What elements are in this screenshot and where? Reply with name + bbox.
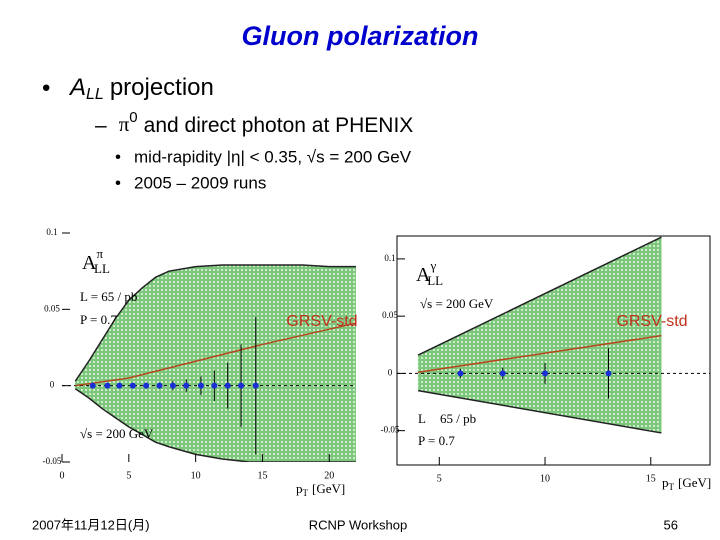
data-point xyxy=(238,382,245,389)
plot-frame xyxy=(396,235,711,466)
band-lower xyxy=(74,388,356,462)
theory-curve xyxy=(418,334,662,373)
sub-sub-bullet: mid-rapidity |η| < 0.35, √s = 200 GeV xyxy=(134,147,412,166)
data-point xyxy=(116,382,123,389)
data-point xyxy=(605,370,612,377)
bullet-marker: • xyxy=(115,147,121,166)
x-axis-label: pT [GeV] xyxy=(296,481,345,498)
band-lower xyxy=(418,389,662,434)
data-point xyxy=(252,382,259,389)
superscript: 0 xyxy=(129,109,137,126)
bullet-text: ALL projection xyxy=(68,74,214,103)
y-tick-label: 0.05 xyxy=(382,310,398,320)
data-point xyxy=(156,382,163,389)
y-axis-label: Aγ LL xyxy=(416,258,443,288)
data-point xyxy=(499,370,506,377)
uncertainty-band xyxy=(417,236,662,434)
subscript: T xyxy=(303,488,309,498)
annotation: P = 0.7 xyxy=(80,312,117,327)
footer-date: 2007年11月12日(月) xyxy=(32,517,150,532)
data-point xyxy=(224,382,231,389)
x-axis-label: pT [GeV] xyxy=(662,475,711,492)
x-tick-label: 20 xyxy=(324,470,334,481)
band-upper xyxy=(417,236,662,356)
annotation: √s = 200 GeV xyxy=(80,426,154,441)
text: projection xyxy=(110,74,214,101)
dash: – xyxy=(95,114,107,137)
x-tick-label: 10 xyxy=(191,470,201,481)
y-tick-label: -0.05 xyxy=(43,456,62,466)
page-number: 56 xyxy=(664,517,678,532)
x-tick-label: 15 xyxy=(646,473,656,484)
data-point xyxy=(197,382,204,389)
bullet-marker: • xyxy=(42,74,50,101)
x-tick-label: 15 xyxy=(257,470,267,481)
curve-label: GRSV-std xyxy=(286,313,357,330)
y-tick-label: 0 xyxy=(50,380,55,390)
x-tick-label: 0 xyxy=(60,470,65,481)
text: and direct photon at PHENIX xyxy=(144,114,414,137)
sub-sub-bullet: 2005 – 2009 runs xyxy=(134,173,266,192)
symbol: π xyxy=(119,112,130,136)
symbol: p xyxy=(296,481,303,496)
data-point xyxy=(457,370,464,377)
y-tick-label: 0 xyxy=(388,367,393,377)
subscript: T xyxy=(669,482,675,492)
band-upper xyxy=(74,264,356,382)
data-point xyxy=(542,370,549,377)
data-point xyxy=(211,382,218,389)
data-point xyxy=(89,382,96,389)
y-tick-label: -0.05 xyxy=(381,425,400,435)
symbol: p xyxy=(662,475,669,490)
subscript: LL xyxy=(427,273,443,288)
bullet-marker: • xyxy=(115,173,121,192)
y-tick-label: 0.1 xyxy=(46,227,57,237)
annotation: P = 0.7 xyxy=(418,433,455,448)
annotation: L xyxy=(418,411,426,426)
superscript: γ xyxy=(429,258,436,273)
annotation: √s = 200 GeV xyxy=(420,296,494,311)
sub-bullet: – π0 and direct photon at PHENIX xyxy=(95,109,413,137)
y-tick-label: 0.05 xyxy=(44,303,60,313)
data-point xyxy=(169,382,176,389)
annotation: 65 / pb xyxy=(440,411,476,426)
annotation: L = 65 / pb xyxy=(80,289,137,304)
symbol: A xyxy=(416,264,431,286)
unit: [GeV] xyxy=(678,475,711,490)
x-tick-label: 5 xyxy=(126,470,131,481)
x-tick-label: 10 xyxy=(540,473,550,484)
y-axis-label: Aπ LL xyxy=(82,246,110,276)
superscript: π xyxy=(96,246,103,261)
slide-title: Gluon polarization xyxy=(242,21,479,51)
curve-label: GRSV-std xyxy=(616,313,687,330)
footer-event: RCNP Workshop xyxy=(309,517,408,532)
subscript: LL xyxy=(94,261,110,276)
theory-curve xyxy=(75,322,356,387)
data-point xyxy=(129,382,136,389)
data-point xyxy=(104,382,111,389)
plot-area xyxy=(397,236,710,434)
subscript: LL xyxy=(86,86,104,103)
unit: [GeV] xyxy=(312,481,345,496)
y-tick-label: 0.1 xyxy=(384,253,395,263)
symbol: A xyxy=(82,252,97,274)
plot-area xyxy=(62,264,356,462)
data-point xyxy=(143,382,150,389)
symbol: A xyxy=(68,74,86,101)
x-tick-label: 5 xyxy=(437,473,442,484)
data-point xyxy=(183,382,190,389)
